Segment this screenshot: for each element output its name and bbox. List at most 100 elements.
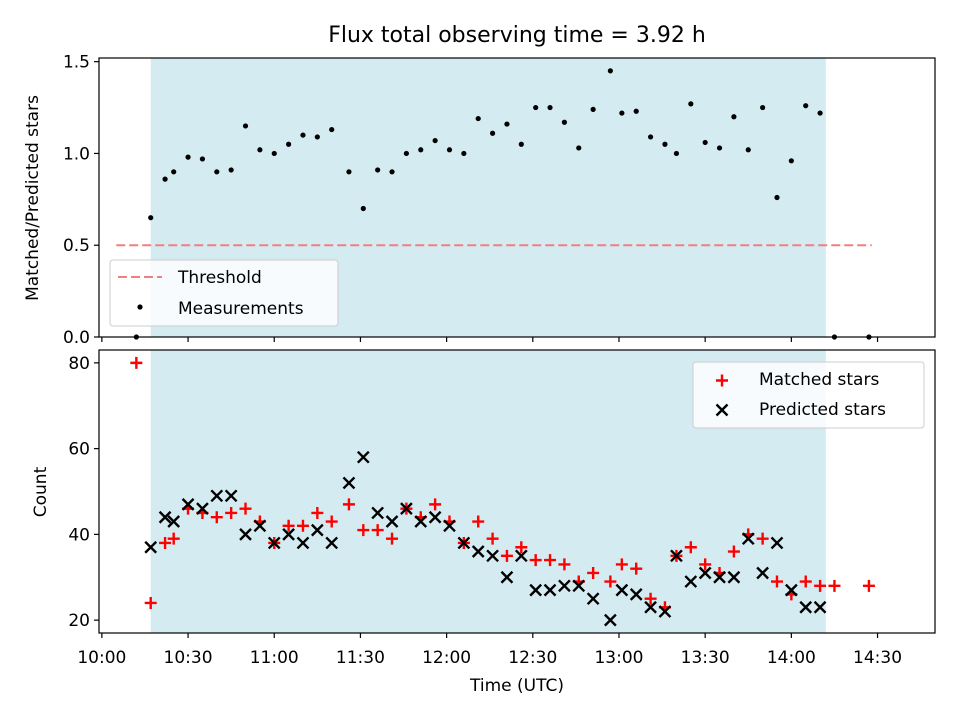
top-x-ticks: [101, 337, 879, 342]
predicted-star-marker: [756, 566, 769, 580]
measurement-point: [504, 121, 510, 127]
measurement-point: [346, 169, 352, 175]
legend-measurements-label: Measurements: [178, 299, 304, 319]
measurement-point: [607, 68, 613, 74]
predicted-star-marker: [785, 583, 798, 597]
predicted-star-marker: [282, 528, 295, 541]
measurement-point: [662, 141, 668, 147]
matched-star-marker: [544, 554, 557, 567]
measurement-point: [329, 126, 335, 133]
matched-star-marker: [239, 502, 252, 515]
bottom-x-ticks: 10:00 10:30 11:00 11:30 12:00 12:30 13:00 13:30…: [77, 633, 902, 668]
top-legend: Threshold Measurements: [109, 259, 339, 327]
matched-star-marker: [296, 519, 309, 532]
matched-star-marker: [727, 545, 740, 558]
predicted-star-marker: [741, 532, 755, 546]
predicted-star-marker: [713, 570, 726, 584]
matched-star-marker: [130, 356, 143, 369]
top-panel: 0.0 0.5 1.0 1.5 Matched/Predicted stars Thr…: [23, 53, 936, 348]
legend-predicted-swatch: [715, 403, 729, 417]
predicted-star-marker: [586, 592, 600, 606]
measurement-point: [403, 150, 409, 157]
matched-star-marker: [615, 558, 628, 571]
x-tick-label: 13:30: [681, 648, 730, 668]
x-tick-label: 10:30: [164, 648, 213, 668]
predicted-star-marker: [529, 583, 543, 597]
chart-title: Flux total observing time = 3.92 h: [328, 23, 706, 48]
matched-star-marker: [500, 549, 513, 562]
predicted-star-marker: [385, 515, 399, 528]
predicted-star-marker: [310, 523, 324, 537]
predicted-star-marker: [224, 489, 238, 503]
predicted-star-marker: [196, 502, 209, 515]
measurement-point: [300, 132, 306, 138]
matched-star-marker: [515, 541, 528, 554]
bottom-legend-box: [692, 361, 925, 429]
predicted-star-marker: [428, 510, 442, 524]
measurement-point: [731, 114, 737, 120]
predicted-star-marker: [356, 450, 370, 464]
measurement-point: [745, 147, 751, 153]
bottom-y-tick-label: 20: [68, 611, 90, 631]
top-y-tick-label: 0.5: [63, 236, 90, 256]
x-tick-label: 11:30: [336, 648, 385, 668]
top-y-ticks: 0.0 0.5 1.0 1.5: [63, 53, 99, 348]
matched-star-marker: [371, 524, 384, 537]
measurement-point: [590, 106, 596, 112]
measurement-point: [547, 104, 553, 111]
predicted-star-marker: [572, 579, 586, 593]
matched-star-marker: [862, 579, 875, 592]
matched-star-marker: [587, 566, 600, 579]
matched-star-marker: [630, 562, 643, 575]
predicted-star-marker: [457, 536, 471, 550]
x-tick-label: 11:00: [250, 648, 299, 668]
bottom-y-ticks: 20 40 60 80: [68, 354, 99, 631]
top-axes-frame: [98, 57, 936, 338]
measurement-point: [688, 101, 694, 107]
matched-star-marker: [429, 498, 442, 511]
predicted-star-marker: [727, 570, 741, 584]
measurement-point: [228, 167, 234, 173]
matched-star-marker: [210, 511, 223, 524]
matched-star-marker: [828, 579, 841, 592]
predicted-star-marker: [325, 536, 339, 550]
predicted-star-marker: [400, 502, 413, 515]
predicted-star-marker: [486, 549, 499, 563]
matched-star-marker: [144, 596, 157, 609]
matched-star-marker: [558, 558, 571, 571]
x-tick-label: 13:00: [594, 648, 643, 668]
measurement-point: [518, 141, 524, 147]
measurement-point: [162, 176, 168, 182]
measurement-point: [418, 147, 424, 153]
predicted-star-marker: [770, 536, 784, 550]
matched-star-marker: [644, 592, 657, 605]
predicted-star-marker: [615, 583, 629, 597]
matched-star-marker: [699, 558, 712, 571]
x-tick-label: 14:30: [853, 648, 902, 668]
measurement-point: [314, 134, 320, 140]
predicted-star-marker: [698, 566, 712, 580]
matched-star-marker: [529, 554, 542, 567]
measurement-point: [788, 158, 794, 164]
measurement-point: [432, 137, 438, 144]
measurement-point: [633, 108, 639, 114]
predicted-star-marker: [210, 489, 224, 503]
matched-star-marker: [342, 498, 355, 511]
predicted-star-marker: [644, 600, 657, 614]
predicted-star-marker: [670, 549, 683, 563]
measurement-point: [286, 141, 292, 147]
matched-stars-points: [130, 356, 875, 614]
predicted-star-marker: [181, 498, 195, 511]
top-legend-box: [109, 259, 339, 327]
top-y-tick-label: 1.5: [63, 53, 90, 73]
measurement-point: [716, 145, 723, 151]
matched-star-marker: [770, 575, 783, 588]
matched-star-marker: [159, 536, 172, 549]
measurement-point: [475, 115, 481, 122]
measurement-point: [774, 194, 780, 201]
measurement-point: [389, 169, 395, 175]
matched-star-marker: [684, 541, 697, 554]
top-y-axis-label: Matched/Predicted stars: [23, 95, 43, 301]
predicted-star-marker: [658, 605, 672, 618]
matched-star-marker: [167, 532, 180, 545]
